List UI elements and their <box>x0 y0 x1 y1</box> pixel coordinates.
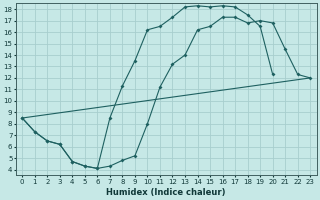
X-axis label: Humidex (Indice chaleur): Humidex (Indice chaleur) <box>107 188 226 197</box>
